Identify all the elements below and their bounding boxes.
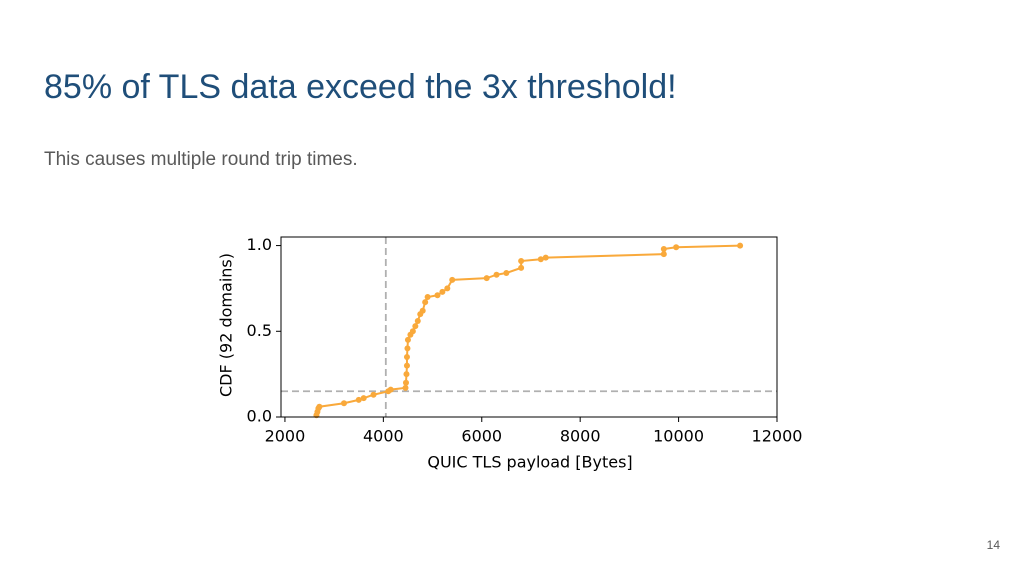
data-point xyxy=(434,292,441,299)
data-point xyxy=(483,275,490,282)
data-point xyxy=(370,391,377,398)
x-tick-label: 8000 xyxy=(560,427,601,446)
data-point xyxy=(412,323,419,330)
x-axis-label: QUIC TLS payload [Bytes] xyxy=(427,453,632,472)
data-point xyxy=(387,386,394,393)
y-tick-label: 1.0 xyxy=(247,235,272,254)
data-point xyxy=(404,336,411,343)
data-point xyxy=(409,328,416,335)
data-point xyxy=(542,254,549,261)
data-point xyxy=(518,258,525,264)
data-point xyxy=(673,244,680,251)
y-tick-label: 0.0 xyxy=(247,407,272,426)
y-axis-label: CDF (92 domains) xyxy=(217,253,236,397)
cdf-line xyxy=(315,244,741,416)
data-point xyxy=(404,345,411,352)
x-tick-label: 12000 xyxy=(752,427,803,446)
x-tick-label: 6000 xyxy=(461,427,502,446)
data-point xyxy=(518,264,525,271)
page-number: 14 xyxy=(987,538,1001,552)
data-point xyxy=(424,294,431,300)
data-point xyxy=(449,276,456,283)
y-tick-label: 0.5 xyxy=(247,321,272,340)
chart: 2000 4000 6000 8000 10000 12000 0.0 0.5 1.0 QUIC … xyxy=(217,235,803,471)
data-point xyxy=(493,271,500,278)
data-point xyxy=(503,270,510,276)
data-point xyxy=(340,400,347,407)
x-tick-label: 10000 xyxy=(653,427,704,446)
data-point xyxy=(403,354,410,360)
data-point xyxy=(414,318,421,324)
data-point xyxy=(419,307,426,314)
data-point xyxy=(737,242,744,249)
data-point xyxy=(316,403,323,410)
data-point xyxy=(403,371,410,378)
x-tick-label: 2000 xyxy=(265,427,306,446)
data-point xyxy=(355,396,362,403)
data-point xyxy=(444,285,451,292)
data-point xyxy=(660,246,667,252)
data-point xyxy=(439,288,446,295)
data-point xyxy=(660,251,667,258)
data-point xyxy=(537,256,544,263)
data-point xyxy=(402,384,409,391)
slide-title: 85% of TLS data exceed the 3x threshold! xyxy=(44,68,677,106)
data-point xyxy=(402,379,409,386)
data-point xyxy=(403,362,410,369)
x-tick-label: 4000 xyxy=(363,427,404,446)
plot-frame xyxy=(280,236,778,418)
data-point xyxy=(360,395,367,402)
slide-subtitle: This causes multiple round trip times. xyxy=(44,149,358,170)
data-point xyxy=(422,299,429,306)
